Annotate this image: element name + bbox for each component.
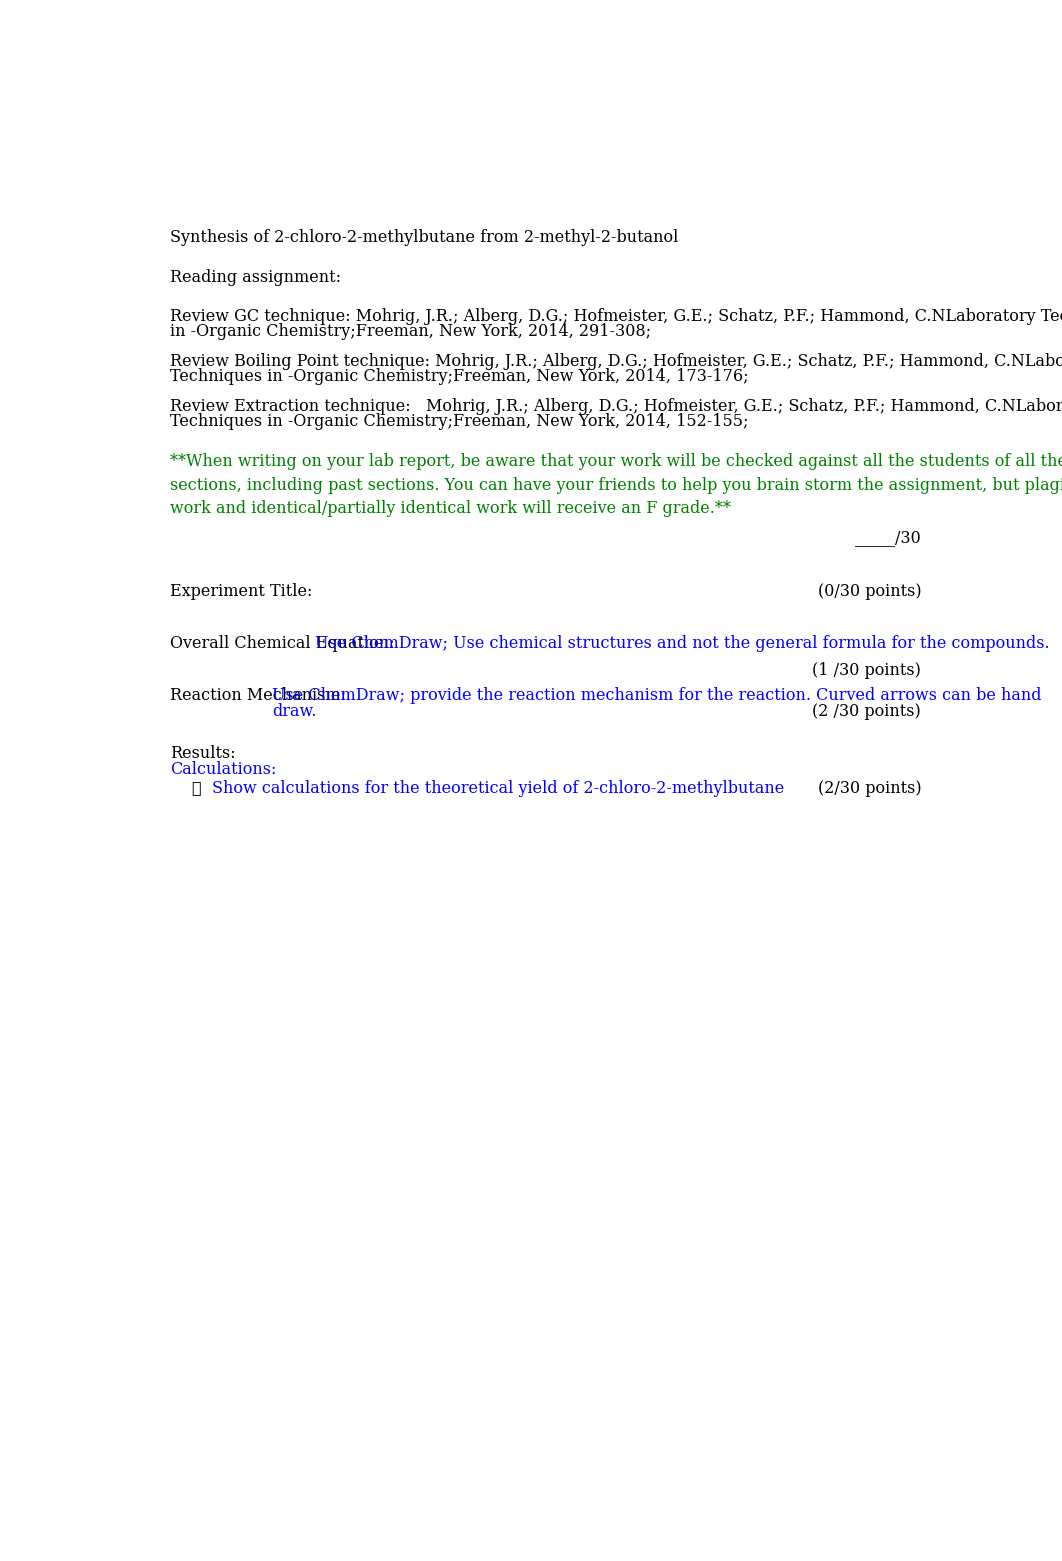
Text: sections, including past sections. You can have your friends to help you brain s: sections, including past sections. You c… <box>170 476 1062 493</box>
Text: Techniques in -Organic Chemistry;Freeman, New York, 2014, 152-155;: Techniques in -Organic Chemistry;Freeman… <box>170 414 749 431</box>
Text: Experiment Title:: Experiment Title: <box>170 582 312 599</box>
Text: _____/30: _____/30 <box>856 529 921 546</box>
Text: work and identical/partially identical work will receive an F grade.**: work and identical/partially identical w… <box>170 500 731 517</box>
Text: **When writing on your lab report, be aware that your work will be checked again: **When writing on your lab report, be aw… <box>170 453 1062 470</box>
Text: Results:: Results: <box>170 745 236 762</box>
Text: (2 /30 points): (2 /30 points) <box>812 702 921 720</box>
Text: draw.: draw. <box>272 702 316 720</box>
Text: Review GC technique: Mohrig, J.R.; Alberg, D.G.; Hofmeister, G.E.; Schatz, P.F.;: Review GC technique: Mohrig, J.R.; Alber… <box>170 308 1062 325</box>
Text: (0/30 points): (0/30 points) <box>818 582 921 599</box>
Text: Show calculations for the theoretical yield of 2-chloro-2-methylbutane: Show calculations for the theoretical yi… <box>212 779 785 796</box>
Text: Review Extraction technique:   Mohrig, J.R.; Alberg, D.G.; Hofmeister, G.E.; Sch: Review Extraction technique: Mohrig, J.R… <box>170 398 1062 415</box>
Text: (2/30 points): (2/30 points) <box>818 779 921 796</box>
Text: Reading assignment:: Reading assignment: <box>170 268 341 286</box>
Text: Synthesis of 2-chloro-2-methylbutane from 2-methyl-2-butanol: Synthesis of 2-chloro-2-methylbutane fro… <box>170 229 679 247</box>
Text: Use ChemDraw; provide the reaction mechanism for the reaction. Curved arrows can: Use ChemDraw; provide the reaction mecha… <box>272 687 1042 704</box>
Text: Review Boiling Point technique: Mohrig, J.R.; Alberg, D.G.; Hofmeister, G.E.; Sc: Review Boiling Point technique: Mohrig, … <box>170 353 1062 370</box>
Text: Use ChemDraw; Use chemical structures and not the general formula for the compou: Use ChemDraw; Use chemical structures an… <box>315 635 1050 652</box>
Text: Reaction Mechanism:: Reaction Mechanism: <box>170 687 350 704</box>
Text: in -Organic Chemistry;Freeman, New York, 2014, 291-308;: in -Organic Chemistry;Freeman, New York,… <box>170 323 651 340</box>
Text: Calculations:: Calculations: <box>170 760 276 777</box>
Text: ⎗: ⎗ <box>191 779 201 796</box>
Text: Overall Chemical Equation:: Overall Chemical Equation: <box>170 635 394 652</box>
Text: (1 /30 points): (1 /30 points) <box>812 662 921 679</box>
Text: Techniques in -Organic Chemistry;Freeman, New York, 2014, 173-176;: Techniques in -Organic Chemistry;Freeman… <box>170 368 749 386</box>
